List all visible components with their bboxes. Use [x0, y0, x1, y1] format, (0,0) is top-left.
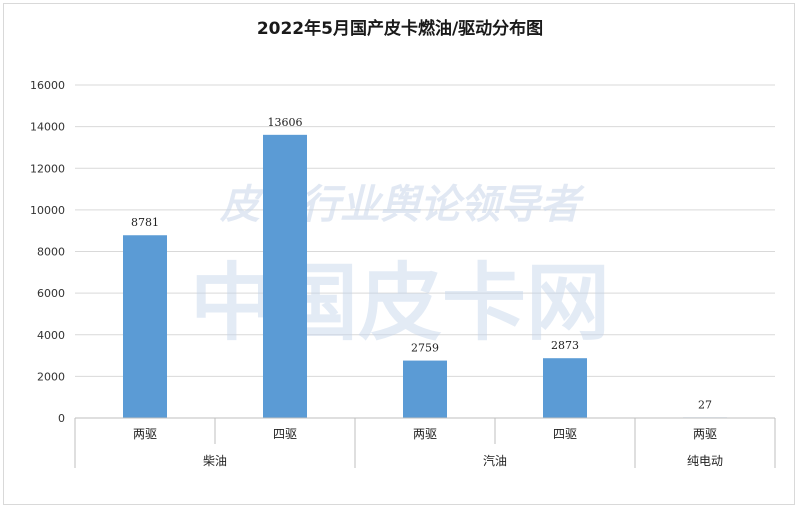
x-group-label-0: 柴油: [203, 454, 227, 468]
grid-lines: [75, 84, 775, 377]
data-label-2: 2759: [411, 342, 439, 355]
data-labels: 8781 13606 2759 2873 27: [131, 116, 712, 412]
y-tick-label-5: 10000: [30, 204, 65, 217]
data-label-1: 13606: [268, 116, 303, 129]
y-tick-label-3: 6000: [37, 287, 65, 300]
y-axis-ticks: 0 2000 4000 6000 8000 10000 12000 14000 16000: [30, 79, 65, 425]
bar-1: [263, 134, 307, 418]
x-group-label-2: 纯电动: [687, 454, 723, 468]
data-label-0: 8781: [131, 216, 159, 229]
y-tick-label-0: 0: [58, 412, 65, 425]
watermark: 皮卡行业舆论领导者 中国皮卡网: [190, 181, 610, 352]
y-tick-label-1: 2000: [37, 370, 65, 383]
data-label-4: 27: [698, 398, 712, 411]
y-tick-label-2: 4000: [37, 329, 65, 342]
y-tick-label-4: 8000: [37, 246, 65, 259]
x-category-label-2: 两驱: [413, 427, 437, 441]
x-group-label-1: 汽油: [483, 453, 507, 468]
bar-0: [123, 235, 167, 418]
y-tick-label-8: 16000: [30, 79, 65, 92]
x-category-label-0: 两驱: [133, 427, 157, 441]
bars: [123, 134, 727, 418]
bar-3: [543, 358, 587, 418]
chart-title: 2022年5月国产皮卡燃油/驱动分布图: [256, 19, 544, 39]
data-label-3: 2873: [551, 339, 579, 352]
y-tick-label-7: 14000: [30, 121, 65, 134]
x-category-label-1: 四驱: [273, 427, 297, 441]
bar-2: [403, 360, 447, 418]
x-category-label-3: 四驱: [553, 427, 577, 441]
x-category-label-4: 两驱: [693, 427, 717, 441]
y-tick-label-6: 12000: [30, 162, 65, 175]
watermark-logo-text: 中国皮卡网: [190, 254, 610, 352]
